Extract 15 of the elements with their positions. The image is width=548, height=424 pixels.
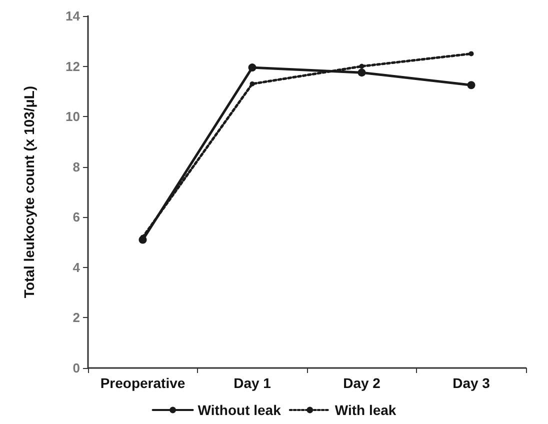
x-tick-label: Preoperative [100, 375, 186, 391]
x-tick-label: Day 3 [452, 375, 490, 391]
y-tick-label: 0 [72, 360, 80, 376]
legend-label: With leak [334, 402, 396, 418]
y-tick-label: 8 [72, 159, 80, 174]
y-tick-label: 6 [72, 210, 80, 225]
x-tick-label: Day 2 [343, 375, 381, 391]
y-tick-label: 10 [66, 109, 80, 124]
y-tick-label: 2 [72, 310, 80, 326]
y-axis-title: Total leukocyte count (x 103/μL) [21, 86, 37, 298]
y-tick-label: 14 [66, 8, 81, 24]
x-tick-label: Day 1 [234, 375, 272, 391]
y-tick-label: 4 [72, 260, 81, 275]
legend-label: Without leak [198, 402, 282, 418]
y-tick-label: 12 [66, 58, 80, 74]
